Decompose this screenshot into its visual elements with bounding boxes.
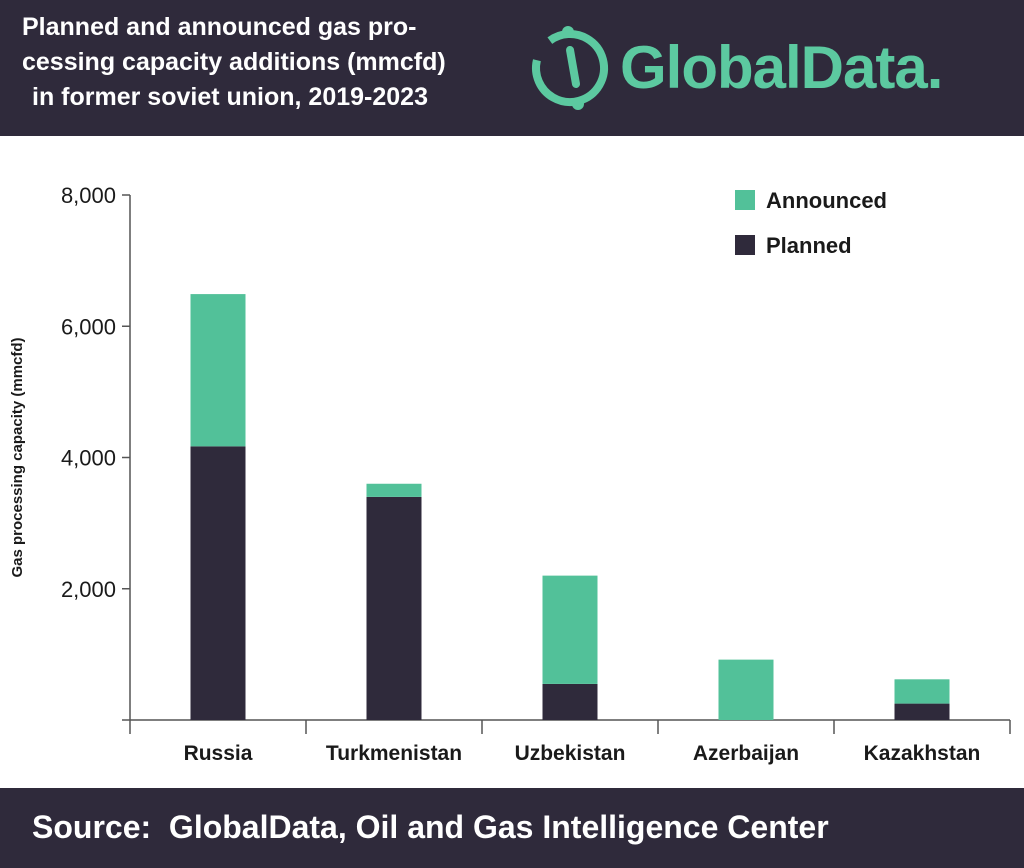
y-tick-label: 8,000 [61, 183, 116, 208]
x-tick-label: Uzbekistan [515, 742, 626, 765]
bar-announced-uzbekistan [542, 575, 598, 684]
source-text: Source: GlobalData, Oil and Gas Intellig… [32, 809, 829, 845]
y-tick-label: 6,000 [61, 314, 116, 339]
legend-label-announced: Announced [766, 188, 887, 213]
title-line-3: in former soviet union, 2019-2023 [32, 83, 428, 111]
x-tick-label: Turkmenistan [326, 742, 462, 765]
title-line-2: cessing capacity additions (mmcfd) [22, 48, 446, 76]
y-tick-label: 2,000 [61, 577, 116, 602]
y-axis-label: Gas processing capacity (mmcfd) [9, 337, 26, 577]
legend-swatch-announced [735, 190, 755, 210]
x-tick-label: Russia [184, 742, 253, 765]
chart-area: 2,000 4,000 6,000 8,000 Gas processing capac… [0, 136, 1024, 788]
chart-title: Planned and announced gas pro- cessing c… [22, 10, 502, 115]
bar-planned-uzbekistan [542, 683, 598, 720]
legend-swatch-planned [735, 235, 755, 255]
bar-announced-kazakhstan [894, 679, 950, 704]
stacked-bar-chart: 2,000 4,000 6,000 8,000 Gas processing capac… [9, 183, 1011, 765]
globaldata-logo-icon [532, 26, 608, 110]
x-tick-label: Kazakhstan [864, 742, 981, 765]
globaldata-logo: GlobalData. [528, 18, 1008, 118]
bar-planned-russia [190, 446, 246, 720]
logo-wordmark: GlobalData. [620, 34, 943, 101]
title-line-1: Planned and announced gas pro- [22, 13, 417, 41]
bar-planned-turkmenistan [366, 496, 422, 720]
footer-banner: Source: GlobalData, Oil and Gas Intellig… [0, 788, 1024, 868]
bar-announced-turkmenistan [366, 483, 422, 497]
y-tick-label: 4,000 [61, 446, 116, 471]
header-banner: Planned and announced gas pro- cessing c… [0, 0, 1024, 136]
bar-announced-azerbaijan [718, 659, 774, 720]
x-tick-label: Azerbaijan [693, 742, 799, 765]
bar-announced-russia [190, 294, 246, 447]
legend-label-planned: Planned [766, 233, 852, 258]
bar-planned-kazakhstan [894, 703, 950, 720]
